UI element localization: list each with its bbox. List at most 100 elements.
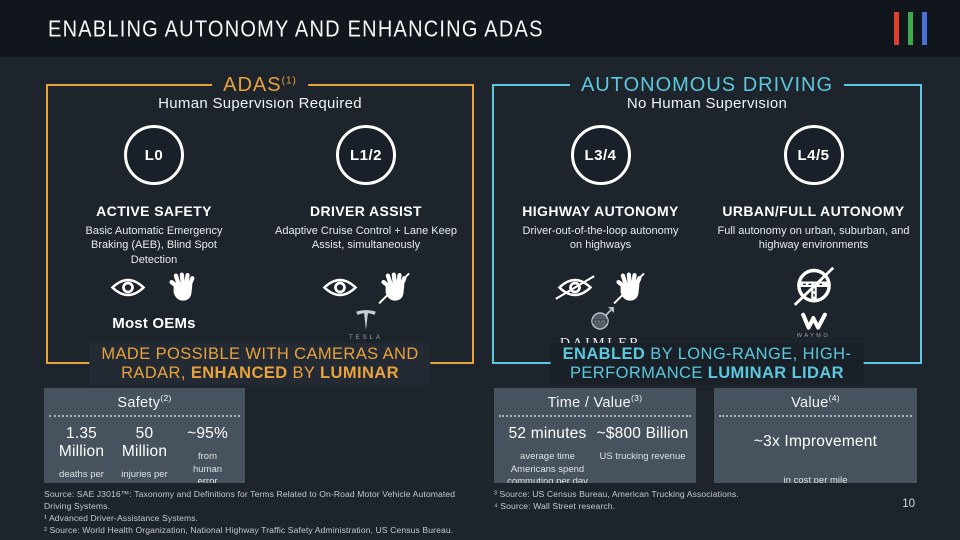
footnote-wall-street: ⁴ Source: Wall Street research. [494, 500, 616, 511]
stat-label: deaths per year [59, 468, 104, 483]
supervision-icons-l34 [554, 268, 645, 306]
safety-footnote-ref: (2) [160, 393, 172, 403]
tesla-logo: TESLA [349, 308, 383, 341]
value-stat-items: ~3x Improvement in cost per mile [714, 417, 917, 483]
adas-title-text: ADAS [223, 74, 282, 96]
supervision-icons-l0 [110, 268, 198, 306]
safety-title-text: Safety [117, 394, 161, 411]
stat-value: ~3x Improvement [753, 432, 878, 450]
logo-bar-red-icon [894, 12, 899, 45]
eye-icon [110, 278, 146, 296]
hand-icon [169, 271, 195, 301]
supervision-icons-l12 [322, 268, 410, 306]
stat-value: 1.35 Million [58, 424, 105, 460]
adas-footer-line2a: RADAR, [121, 363, 191, 382]
brand-most-oems: Most OEMs [112, 315, 196, 332]
eye-slash-icon [554, 274, 595, 300]
time-value-stat-items: 52 minutes average time Americans spend … [494, 417, 696, 483]
column-name-urban-full-autonomy: URBAN/FULL AUTONOMY [722, 203, 905, 219]
dotted-divider [719, 414, 912, 417]
waymo-w-icon [800, 312, 827, 330]
adas-panel-title: ADAS(1) [212, 72, 308, 98]
level-badge-l12-label: L1/2 [349, 146, 382, 164]
stat-item-deaths: 1.35 Million deaths per year [50, 425, 113, 483]
luminar-three-bars-icon [894, 12, 927, 45]
hand-slash-icon [378, 271, 410, 304]
autonomous-columns: L3/4 HIGHWAY AUTONOMY Driver-out-of-the-… [494, 112, 920, 365]
adas-subtitle: Human Supervision Required [158, 95, 362, 112]
eye-icon [322, 278, 358, 296]
dotted-divider [499, 414, 691, 417]
dotted-divider [49, 414, 240, 417]
stat-label: from human error [192, 450, 223, 483]
stat-label: in cost per mile [783, 474, 848, 483]
column-desc-active-safety: Basic Automatic Emergency Braking (AEB),… [85, 225, 223, 266]
stat-item-injuries: 50 Million injuries per year [113, 425, 176, 483]
stat-label: average time Americans spend commuting p… [507, 450, 588, 483]
time-value-title-text: Time / Value [547, 394, 632, 411]
stat-item-human-error: ~95% from human error [176, 425, 239, 483]
column-name-highway-autonomy: HIGHWAY AUTONOMY [522, 203, 679, 219]
waymo-logo: WAYMO [797, 312, 830, 340]
level-column-l12: L1/2 DRIVER ASSIST Adaptive Cruise Contr… [260, 112, 472, 341]
svg-text:VOLVO: VOLVO [594, 319, 606, 323]
column-name-active-safety: ACTIVE SAFETY [96, 203, 212, 219]
footnote-adas-definition: ¹ Advanced Driver-Assistance Systems. [44, 512, 199, 523]
stat-value: ~95% [187, 424, 228, 442]
level-badge-l45: L4/5 [783, 125, 844, 185]
stat-value: ~$800 Billion [596, 424, 689, 442]
footnotes-left: Source: SAE J3016™: Taxonomy and Definit… [44, 489, 480, 536]
stat-item-cost-per-mile: ~3x Improvement in cost per mile [720, 425, 911, 483]
level-column-l0: L0 ACTIVE SAFETY Basic Automatic Emergen… [48, 112, 260, 341]
adas-columns: L0 ACTIVE SAFETY Basic Automatic Emergen… [48, 112, 472, 341]
slide-header: ENABLING AUTONOMY AND ENHANCING ADAS [0, 0, 960, 57]
logo-bar-blue-icon [922, 12, 927, 45]
stat-value: 50 Million [121, 424, 168, 460]
level-badge-l45-label: L4/5 [797, 146, 830, 164]
column-desc-urban-full-autonomy: Full autonomy on urban, suburban, and hi… [717, 225, 910, 252]
level-column-l34: L3/4 HIGHWAY AUTONOMY Driver-out-of-the-… [494, 112, 707, 365]
value-title-text: Value [791, 394, 829, 411]
volvo-logo-icon: VOLVO [590, 307, 614, 330]
level-badge-l0: L0 [124, 125, 184, 185]
steering-wheel-slash-icon [793, 266, 834, 306]
stat-value: 52 minutes [508, 424, 587, 442]
footnote-census-trucking: ³ Source: US Census Bureau, American Tru… [494, 489, 739, 499]
safety-stat-box: Safety(2) 1.35 Million deaths per year 5… [44, 388, 245, 483]
adas-footer-note: MADE POSSIBLE WITH CAMERAS AND RADAR, EN… [89, 342, 431, 385]
column-desc-driver-assist: Adaptive Cruise Control + Lane Keep Assi… [275, 225, 457, 252]
tesla-wordmark: TESLA [348, 335, 383, 341]
auto-footer-line1b: BY LONG-RANGE, HIGH- [645, 344, 852, 363]
footnote-sae: Source: SAE J3016™: Taxonomy and Definit… [44, 489, 456, 511]
stat-label: US trucking revenue [599, 450, 686, 462]
level-badge-l34: L3/4 [570, 125, 631, 185]
waymo-wordmark: WAYMO [796, 333, 831, 339]
level-badge-l34-label: L3/4 [584, 146, 617, 164]
safety-stat-items: 1.35 Million deaths per year 50 Million … [44, 417, 245, 483]
stat-item-trucking-revenue: ~$800 Billion US trucking revenue [595, 425, 690, 483]
footnote-safety-sources: ² Source: World Health Organization, Nat… [44, 524, 454, 535]
auto-footer-luminar-lidar: LUMINAR LIDAR [707, 363, 844, 382]
safety-stat-title: Safety(2) [44, 388, 245, 411]
hand-slash-icon [612, 271, 645, 304]
adas-footer-enhanced: ENHANCED [190, 363, 288, 382]
slide-title: ENABLING AUTONOMY AND ENHANCING ADAS [48, 15, 544, 41]
adas-footer-luminar: LUMINAR [320, 363, 399, 382]
autonomous-subtitle: No Human Supervision [626, 95, 788, 112]
time-value-footnote-ref: (3) [631, 393, 643, 403]
adas-title-footnote-ref: (1) [281, 75, 297, 87]
level-badge-l0-label: L0 [144, 146, 164, 164]
logo-bar-green-icon [908, 12, 913, 45]
level-column-l45: L4/5 URBAN/FULL AUTONOMY Full autonomy o… [707, 112, 920, 365]
tesla-t-icon [356, 310, 376, 330]
page-number: 10 [902, 498, 915, 510]
adas-footer-line1: MADE POSSIBLE WITH CAMERAS AND [101, 344, 419, 363]
adas-footer-line2c: BY [287, 363, 321, 382]
autonomous-panel-title: AUTONOMOUS DRIVING [569, 72, 845, 98]
autonomous-footer-note: ENABLED BY LONG-RANGE, HIGH- PERFORMANCE… [550, 342, 864, 385]
adas-panel: ADAS(1) Human Supervision Required L0 AC… [46, 72, 474, 385]
auto-footer-line2a: PERFORMANCE [569, 363, 708, 382]
column-name-driver-assist: DRIVER ASSIST [309, 203, 423, 219]
value-stat-title: Value(4) [714, 388, 917, 411]
